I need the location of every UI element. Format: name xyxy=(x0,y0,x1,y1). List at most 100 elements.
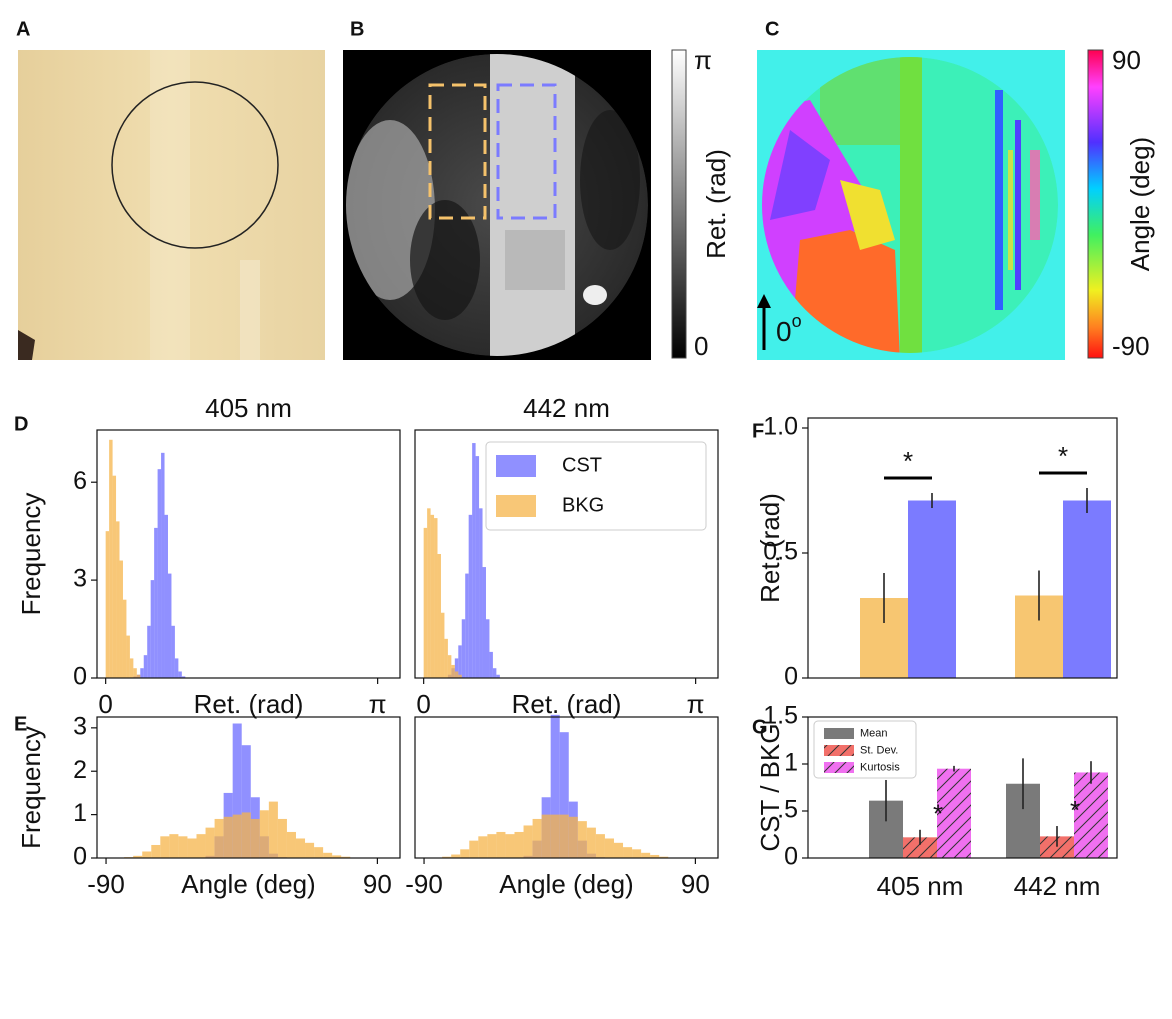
x-tick-label: 442 nm xyxy=(1014,871,1101,901)
legend-swatch xyxy=(496,455,536,477)
histogram-bar xyxy=(447,655,452,678)
orientation-value: 0 xyxy=(776,316,792,347)
y-tick-label: 0 xyxy=(73,843,87,871)
histogram-bar xyxy=(151,844,161,858)
histogram-bar xyxy=(458,645,462,678)
histogram-bar xyxy=(174,658,179,678)
histogram-bar xyxy=(178,836,188,858)
annotation: * xyxy=(903,446,913,476)
colorbar-label: Angle (deg) xyxy=(1125,137,1155,271)
histogram-bar xyxy=(458,674,462,678)
histogram-bar xyxy=(341,856,351,858)
legend-label: Kurtosis xyxy=(860,761,900,773)
histogram-bar xyxy=(332,855,342,858)
annotation: * xyxy=(933,799,943,829)
histogram-bar xyxy=(604,838,614,858)
y-axis-label: Frequency xyxy=(16,493,46,616)
histogram-bar xyxy=(613,842,624,858)
histogram-bar xyxy=(482,567,486,678)
chart: 0 1 2 3 -90 90 Angle (deg) Frequency xyxy=(16,712,401,899)
histogram-bar xyxy=(116,521,120,678)
histogram-bar xyxy=(259,810,269,858)
legend-label: St. Dev. xyxy=(860,744,898,756)
histogram-bar xyxy=(295,838,306,858)
histogram-bar xyxy=(451,664,455,678)
histogram-bar xyxy=(150,580,155,678)
histogram-bar xyxy=(143,655,148,678)
bar xyxy=(903,837,937,858)
histogram-bar xyxy=(133,668,137,678)
histogram-bar xyxy=(140,668,144,678)
histogram-bar xyxy=(437,554,441,678)
histogram-bar xyxy=(250,818,260,858)
y-axis-label: CST / BKG xyxy=(755,723,785,851)
x-tick-label: 405 nm xyxy=(877,871,964,901)
legend-label: CST xyxy=(562,454,602,476)
histogram-bar xyxy=(523,825,533,858)
histogram-bar xyxy=(641,852,651,858)
histogram-bar xyxy=(444,638,448,678)
histogram-bar xyxy=(586,827,596,858)
legend-swatch xyxy=(824,745,854,756)
legend-swatch xyxy=(824,762,854,773)
chart: 0 0.5 1.0 * * Ret. (rad) xyxy=(755,413,1118,691)
histogram-bar xyxy=(550,714,560,858)
histogram-bar xyxy=(142,851,152,858)
histogram-bar xyxy=(129,658,134,678)
histogram-bar xyxy=(514,831,524,858)
histogram-bar xyxy=(659,856,669,858)
panel-label: D xyxy=(14,413,28,435)
image-b xyxy=(343,49,687,360)
plot-frame xyxy=(96,716,401,859)
histogram-bar xyxy=(122,599,127,678)
histogram-bar xyxy=(241,812,251,858)
histogram-bar xyxy=(496,831,506,858)
x-axis-label: Ret. (rad) xyxy=(194,689,304,719)
image-a xyxy=(18,50,325,360)
orientation-superscript: o xyxy=(792,311,802,331)
x-tick-label: 0 xyxy=(98,689,112,719)
histogram-bar xyxy=(475,456,480,678)
panel-label: F xyxy=(752,420,764,442)
histogram-bar xyxy=(541,814,551,858)
histogram-bar xyxy=(454,658,459,678)
histogram-bar xyxy=(181,676,186,678)
histogram-bar xyxy=(214,818,224,858)
histogram-bar xyxy=(650,854,660,858)
histogram-bar xyxy=(277,818,287,858)
histogram-bar xyxy=(241,745,251,858)
plot-frame xyxy=(807,417,1118,679)
x-tick-label: π xyxy=(369,689,387,719)
x-tick-label: 90 xyxy=(681,869,710,899)
histogram-bar xyxy=(136,674,141,678)
legend-box xyxy=(485,441,707,531)
histogram-bar xyxy=(532,818,542,858)
histogram-bar xyxy=(161,452,165,678)
histogram-bar xyxy=(157,469,162,678)
histogram-bar xyxy=(286,831,296,858)
histogram-bar xyxy=(550,814,560,858)
histogram-bar xyxy=(232,723,242,858)
y-tick-label: 0 xyxy=(73,663,87,691)
histogram-bar xyxy=(147,625,151,678)
bar xyxy=(937,768,971,858)
chart: 0 .5 1 1.5 405 nm 442 nm * * CST / BKG Mean St. De… xyxy=(755,702,1118,901)
histogram-bar xyxy=(164,514,168,678)
histogram-bar xyxy=(232,814,242,858)
y-tick-label: 0 xyxy=(784,843,798,871)
histogram-bar xyxy=(632,849,642,858)
x-tick-label: π xyxy=(687,689,705,719)
chart-title: 405 nm xyxy=(205,393,292,423)
panel-label: B xyxy=(350,18,364,40)
y-tick-label: 0 xyxy=(784,663,798,691)
colorbar-tick-label: -90 xyxy=(1112,331,1150,361)
histogram-bar xyxy=(485,619,490,678)
histogram-bar xyxy=(440,612,445,678)
histogram-bar xyxy=(487,834,497,858)
histogram-bar xyxy=(465,573,469,678)
histogram-bar xyxy=(154,527,158,678)
histogram-bar xyxy=(178,671,182,678)
histogram-bar xyxy=(427,508,431,678)
histogram-bar xyxy=(505,834,515,858)
bar xyxy=(1040,836,1074,858)
